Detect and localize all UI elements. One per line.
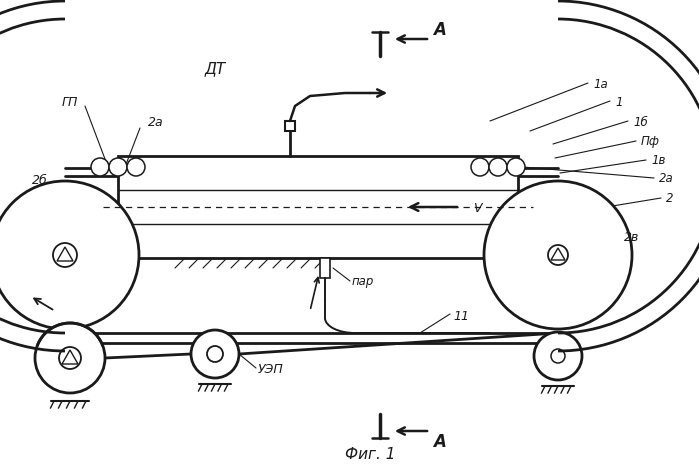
Circle shape xyxy=(484,182,632,329)
Circle shape xyxy=(35,323,105,393)
Text: 1: 1 xyxy=(615,95,623,108)
Text: А: А xyxy=(433,432,447,450)
Bar xyxy=(118,157,518,258)
Text: 1б: 1б xyxy=(633,115,648,128)
Circle shape xyxy=(63,253,67,258)
Polygon shape xyxy=(62,350,78,364)
Bar xyxy=(320,258,330,278)
Circle shape xyxy=(0,182,139,329)
Text: 2а: 2а xyxy=(659,172,674,185)
Text: пар: пар xyxy=(352,275,375,288)
Circle shape xyxy=(556,253,560,258)
Circle shape xyxy=(68,356,72,360)
Bar xyxy=(285,122,295,132)
Polygon shape xyxy=(57,248,73,261)
Text: 2в: 2в xyxy=(624,231,640,244)
Circle shape xyxy=(109,159,127,177)
Circle shape xyxy=(53,244,77,268)
Text: 2а: 2а xyxy=(148,116,164,129)
Text: V: V xyxy=(473,201,482,214)
Circle shape xyxy=(127,159,145,177)
Text: 1в: 1в xyxy=(651,154,665,167)
Circle shape xyxy=(507,159,525,177)
Text: 1а: 1а xyxy=(593,77,607,90)
Text: 2: 2 xyxy=(666,192,674,205)
Circle shape xyxy=(534,332,582,380)
Circle shape xyxy=(191,330,239,378)
Text: Пф: Пф xyxy=(641,135,660,148)
Text: ГП: ГП xyxy=(62,95,78,108)
Text: 2б: 2б xyxy=(32,174,48,187)
Circle shape xyxy=(207,346,223,362)
Circle shape xyxy=(548,246,568,266)
Text: ДТ: ДТ xyxy=(205,61,226,76)
Text: Фиг. 1: Фиг. 1 xyxy=(345,446,395,462)
Text: УЭП: УЭП xyxy=(258,363,284,376)
Circle shape xyxy=(91,159,109,177)
Text: А: А xyxy=(433,21,447,39)
Circle shape xyxy=(489,159,507,177)
Circle shape xyxy=(59,347,81,369)
Polygon shape xyxy=(551,248,565,260)
Circle shape xyxy=(471,159,489,177)
Text: 11: 11 xyxy=(453,310,469,323)
Circle shape xyxy=(551,349,565,363)
